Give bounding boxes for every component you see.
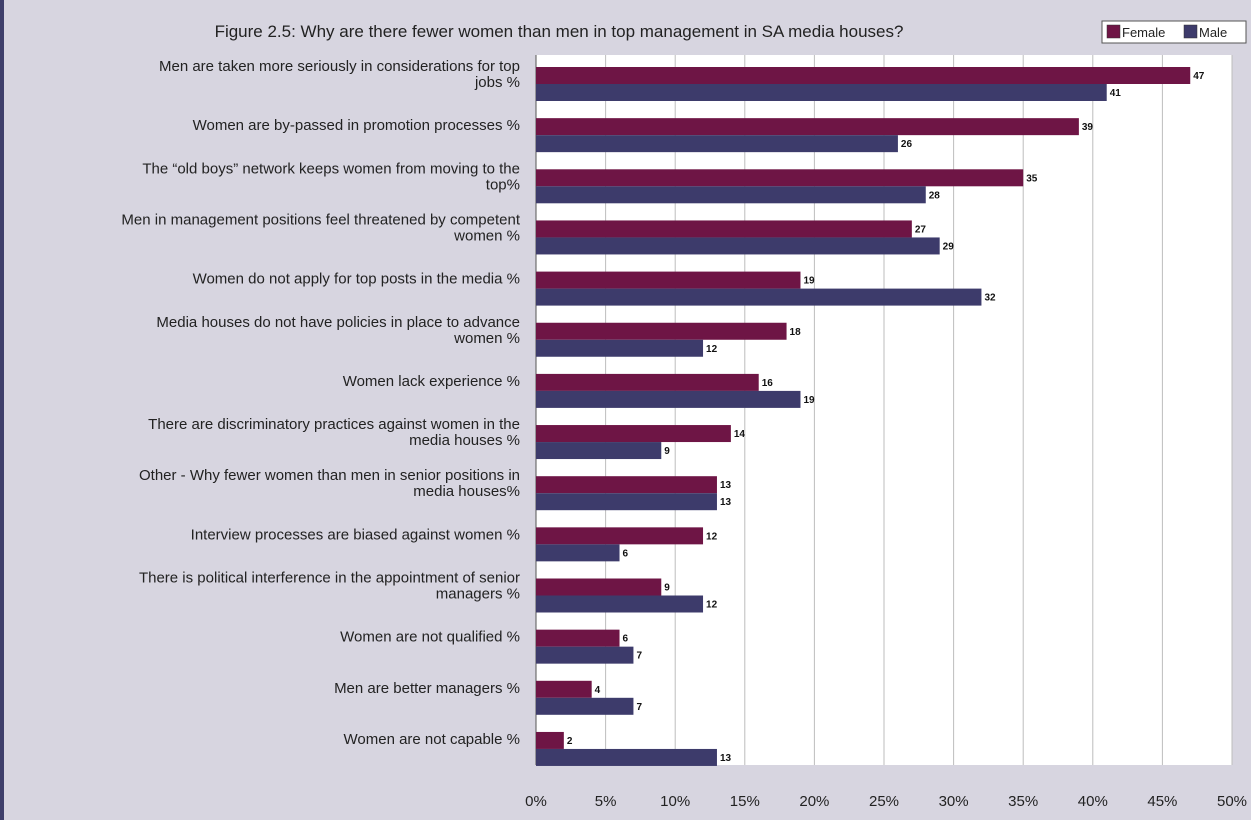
chart-title: Figure 2.5: Why are there fewer women th… (215, 22, 904, 41)
legend-label-male: Male (1199, 25, 1227, 40)
legend-box (1101, 20, 1247, 44)
data-label-male: 12 (706, 344, 718, 355)
x-tick-label: 10% (660, 793, 690, 810)
bar-female (536, 629, 620, 647)
x-tick-label: 40% (1078, 793, 1108, 810)
bar-male (536, 493, 717, 511)
bar-female (536, 169, 1024, 187)
data-label-female: 27 (915, 224, 927, 235)
data-label-male: 12 (706, 600, 718, 611)
category-label: Women lack experience % (343, 373, 520, 390)
bar-female (536, 476, 717, 494)
data-label-male: 7 (636, 702, 642, 713)
bar-male (536, 646, 634, 664)
data-labels: 47 39 35 27 19 18 16 14 13 12 9 6 4 2 41 26 28 29 32 12 19 9 1… (567, 71, 1205, 764)
bar-male (536, 135, 898, 153)
x-tick-label: 0% (525, 793, 547, 810)
data-label-male: 7 (636, 651, 642, 662)
bar-male (536, 237, 940, 255)
data-label-female: 39 (1082, 122, 1094, 133)
bar-female (536, 220, 912, 238)
category-label: Interview processes are biased against w… (191, 526, 520, 543)
category-label: There is political interference in the a… (139, 570, 520, 603)
category-label: Women are not capable % (344, 731, 521, 748)
data-label-male: 13 (720, 753, 732, 764)
data-label-male: 6 (623, 548, 629, 559)
data-label-male: 13 (720, 497, 732, 508)
category-labels: Men are taken more seriously in consider… (121, 58, 520, 748)
category-label: Men in management positions feel threate… (121, 211, 520, 244)
data-label-female: 9 (664, 583, 670, 594)
legend-label-female: Female (1122, 25, 1165, 40)
bar-male (536, 288, 982, 306)
category-label: Other - Why fewer women than men in seni… (139, 467, 520, 500)
bar-male (536, 544, 620, 562)
bar-male (536, 748, 717, 766)
category-label: Media houses do not have policies in pla… (156, 314, 520, 347)
data-label-male: 26 (901, 139, 913, 150)
data-label-female: 35 (1026, 173, 1038, 184)
bar-female (536, 271, 801, 289)
legend: Female Male (1101, 20, 1247, 44)
x-tick-label: 5% (595, 793, 617, 810)
legend-swatch-female (1106, 24, 1121, 39)
chart: 47 39 35 27 19 18 16 14 13 12 9 6 4 2 41 26 28 29 32 12 19 9 1… (121, 20, 1247, 810)
x-tick-label: 15% (730, 793, 760, 810)
data-label-male: 9 (664, 446, 670, 457)
x-tick-label: 45% (1147, 793, 1177, 810)
category-label: Women are by-passed in promotion process… (193, 117, 520, 134)
category-label: Men are taken more seriously in consider… (159, 58, 520, 91)
bar-male (536, 697, 634, 715)
bar-female (536, 578, 662, 596)
data-label-female: 18 (790, 327, 802, 338)
data-label-female: 16 (762, 378, 774, 389)
data-label-female: 4 (595, 685, 601, 696)
bar-female (536, 67, 1191, 84)
bar-female (536, 527, 704, 545)
bars (536, 67, 1191, 766)
bar-male (536, 442, 662, 460)
bar-female (536, 680, 592, 698)
x-tick-label: 20% (799, 793, 829, 810)
category-label: Men are better managers % (334, 680, 520, 697)
bar-male (536, 390, 801, 408)
bar-male (536, 595, 704, 613)
bar-female (536, 425, 731, 443)
bar-male (536, 84, 1107, 101)
x-tick-label: 50% (1217, 793, 1247, 810)
data-label-female: 19 (803, 276, 815, 287)
data-label-female: 14 (734, 429, 746, 440)
x-tick-label: 35% (1008, 793, 1038, 810)
x-tick-label: 25% (869, 793, 899, 810)
data-label-female: 6 (623, 634, 629, 645)
bar-female (536, 322, 787, 340)
x-tick-label: 30% (939, 793, 969, 810)
bar-male (536, 339, 704, 357)
x-tick-labels: 0% 5% 10% 15% 20% 25% 30% 35% 40% 45% 50% (525, 793, 1247, 810)
data-label-female: 12 (706, 531, 718, 542)
data-label-female: 2 (567, 736, 573, 747)
category-label: The “old boys” network keeps women from … (142, 160, 520, 193)
data-label-female: 47 (1193, 71, 1205, 82)
bar-female (536, 373, 759, 391)
category-label: Women are not qualified % (340, 629, 520, 646)
legend-swatch-male (1183, 24, 1198, 39)
data-label-male: 28 (929, 190, 941, 201)
category-label: Women do not apply for top posts in the … (193, 271, 520, 288)
data-label-male: 32 (984, 293, 996, 304)
data-label-male: 29 (943, 241, 955, 252)
data-label-male: 41 (1110, 88, 1122, 99)
data-label-female: 13 (720, 480, 732, 491)
bar-female (536, 731, 564, 749)
bar-male (536, 186, 926, 204)
bar-female (536, 118, 1079, 136)
category-label: There are discriminatory practices again… (148, 416, 520, 449)
data-label-male: 19 (803, 395, 815, 406)
